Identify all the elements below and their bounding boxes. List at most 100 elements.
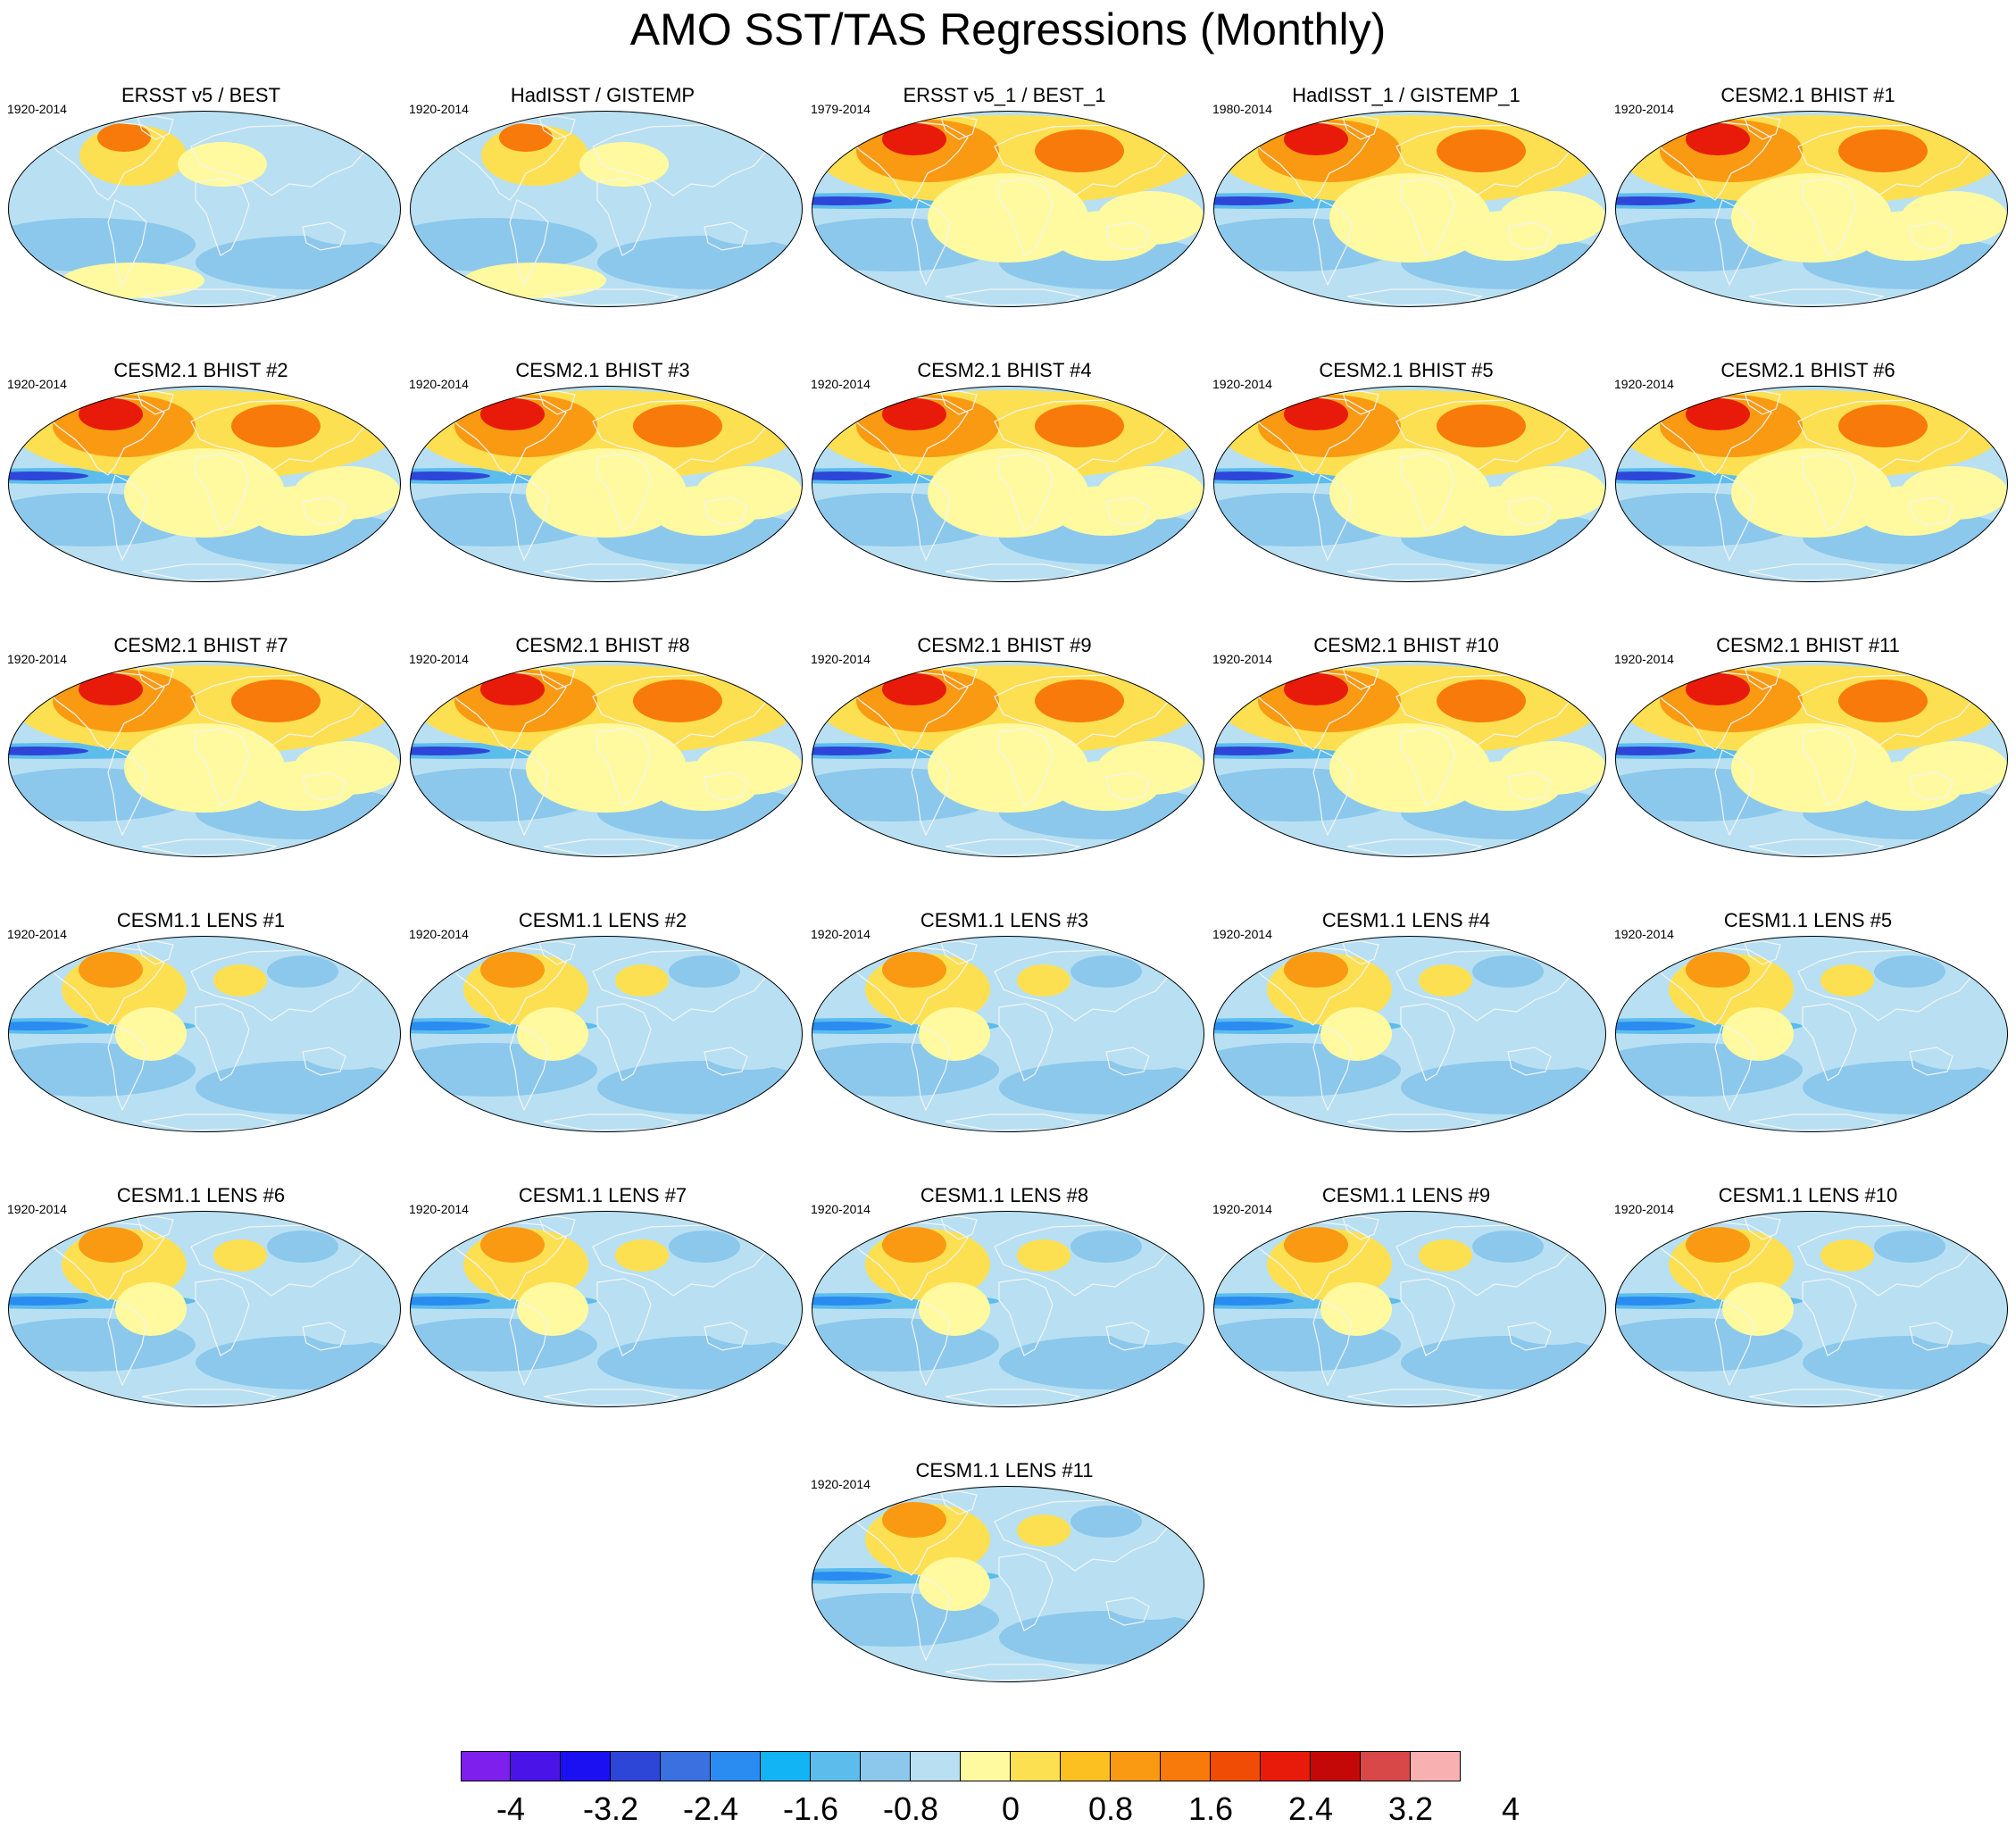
regression-map	[8, 386, 401, 582]
continent-outline	[1342, 1215, 1379, 1240]
map-panel: CESM2.1 BHIST #2 1920-2014	[0, 359, 402, 627]
continent-outline	[42, 946, 165, 1026]
continent-outline	[137, 940, 174, 965]
colorbar-swatch	[1111, 1751, 1161, 1781]
west-pacific-anomaly	[1499, 1016, 1606, 1070]
continent-outline	[1802, 453, 1857, 531]
south-indian-cool-band	[597, 1061, 803, 1114]
colorbar-swatch	[1061, 1751, 1111, 1781]
panel-period: 1980-2014	[1212, 102, 1272, 116]
continent-outline	[444, 1221, 567, 1301]
eurasia-warm	[1820, 1239, 1874, 1272]
continent-outline	[509, 1024, 549, 1112]
north-atlantic-warm-core	[97, 123, 151, 152]
equatorial-pacific-core	[410, 471, 490, 480]
continent-outline	[1507, 772, 1552, 801]
south-indian-cool-band	[1803, 1061, 2008, 1114]
colorbar-swatch	[611, 1751, 661, 1781]
map-panel: CESM2.1 BHIST #6 1920-2014	[1607, 359, 2009, 627]
continent-outline	[1649, 671, 1772, 751]
continent-outline	[592, 399, 768, 471]
panel-period: 1920-2014	[7, 652, 67, 666]
continent-outline	[1649, 1221, 1772, 1301]
map-border	[410, 936, 803, 1132]
colorbar-tick-label: 0	[1001, 1790, 1020, 1827]
continent-outline	[543, 1114, 680, 1131]
colorbar-swatch	[861, 1751, 911, 1781]
colorbar-swatch	[1011, 1751, 1061, 1781]
north-atlantic-warm-core	[480, 398, 545, 430]
continent-outline	[190, 949, 366, 1022]
north-atlantic-warm-core	[480, 673, 545, 705]
north-atlantic-warm-core	[1284, 123, 1348, 155]
continent-outline	[998, 728, 1054, 806]
continent-outline	[1346, 288, 1484, 306]
continent-outline	[911, 1299, 951, 1387]
continent-outline	[1342, 115, 1379, 140]
map-border	[8, 386, 401, 582]
continent-outline	[302, 496, 346, 526]
north-atlantic-warm-core	[499, 123, 553, 152]
tropical-atlantic-warm	[115, 1282, 187, 1336]
continent-outline	[1744, 390, 1781, 415]
map-panel: CESM1.1 LENS #9 1920-2014	[1205, 1184, 1607, 1452]
continent-outline	[994, 1499, 1170, 1572]
regression-map	[812, 386, 1204, 582]
colorbar-tick-label: 1.6	[1187, 1790, 1234, 1827]
west-pacific-anomaly	[696, 1016, 803, 1070]
continent-outline	[1744, 1215, 1781, 1240]
siberia-cool	[1874, 1231, 1945, 1263]
panel-title: CESM1.1 LENS #11	[915, 1459, 1094, 1481]
eurasia-warm	[1017, 1514, 1070, 1547]
north-atlantic-warm-core	[882, 398, 946, 430]
tropical-warm	[526, 448, 687, 538]
continent-outline	[1247, 1221, 1370, 1301]
map-border	[1615, 661, 2008, 857]
continent-outline	[596, 453, 652, 531]
tropical-warm	[928, 448, 1088, 538]
continent-outline	[911, 1574, 951, 1662]
continent-outline	[1400, 453, 1455, 531]
north-atlantic-warm-core	[882, 673, 946, 705]
map-border	[812, 111, 1204, 307]
north-atlantic-warm-core	[882, 123, 946, 155]
panel-period: 1920-2014	[1614, 377, 1674, 391]
map-panel: CESM1.1 LENS #8 1920-2014	[804, 1184, 1205, 1452]
north-atlantic-warm-core	[882, 952, 946, 988]
colorbar-swatch	[511, 1751, 561, 1781]
colorbar-tick-label: 3.2	[1387, 1790, 1434, 1827]
south-atlantic-warm	[62, 263, 204, 298]
eurasia-warm	[1437, 129, 1526, 172]
panel-title: CESM2.1 BHIST #4	[917, 359, 1092, 381]
continent-outline	[994, 949, 1170, 1022]
continent-outline	[543, 563, 680, 581]
eurasia-warm	[1838, 405, 1928, 447]
panel-title: CESM2.1 BHIST #2	[113, 359, 288, 381]
continent-outline	[543, 1389, 680, 1406]
panel-title: CESM1.1 LENS #5	[1723, 909, 1893, 931]
tropical-warm	[1731, 173, 1892, 263]
continent-outline	[994, 124, 1170, 196]
panel-period: 1920-2014	[811, 927, 871, 941]
panel-period: 1920-2014	[1212, 652, 1272, 666]
continent-outline	[1105, 221, 1150, 251]
continent-outline	[137, 665, 174, 690]
north-atlantic-warm-core	[1284, 1227, 1348, 1263]
map-border	[812, 1211, 1204, 1407]
continent-outline	[945, 288, 1082, 306]
regression-map	[410, 386, 803, 582]
continent-outline	[444, 946, 567, 1026]
map-panel: CESM2.1 BHIST #9 1920-2014	[804, 634, 1205, 902]
panel-period: 1920-2014	[1614, 102, 1674, 116]
siberia-cool	[1070, 1231, 1142, 1263]
map-border	[8, 661, 401, 857]
continent-outline	[1507, 1047, 1552, 1076]
continent-outline	[846, 946, 969, 1026]
panel-title: HadISST / GISTEMP	[510, 84, 696, 106]
map-border	[1213, 936, 1606, 1132]
map-panel: CESM2.1 BHIST #5 1920-2014	[1205, 359, 1607, 627]
map-border	[1615, 386, 2008, 582]
panel-period: 1920-2014	[409, 102, 469, 116]
colorbar-tick-label: 0.8	[1087, 1790, 1134, 1827]
continent-outline	[1714, 199, 1754, 287]
